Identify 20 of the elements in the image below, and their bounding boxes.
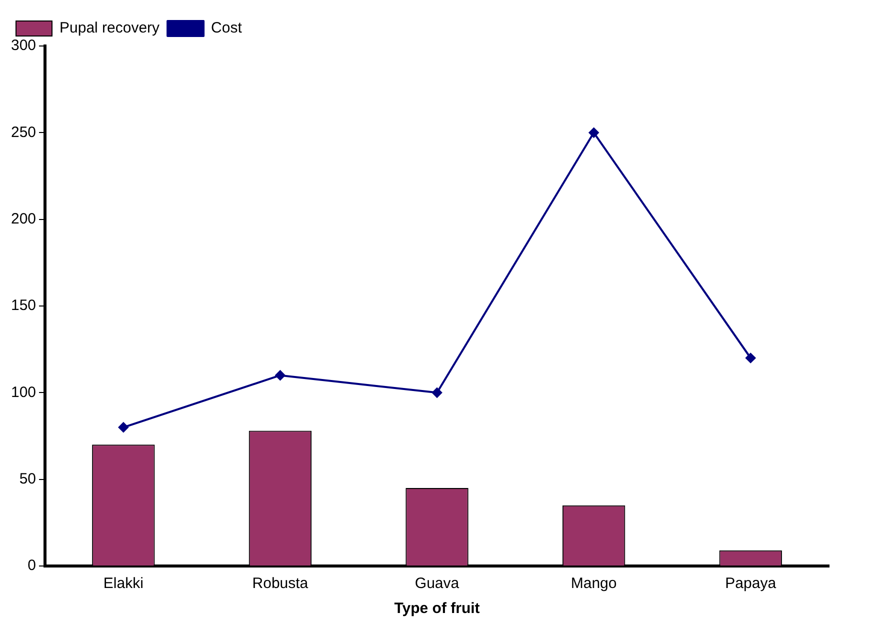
- y-tick-label: 100: [10, 384, 36, 401]
- point: [275, 370, 286, 380]
- x-axis-title: Type of fruit: [394, 600, 480, 618]
- point: [746, 353, 756, 363]
- x-tick-label: Elakki: [103, 575, 144, 592]
- y-tick-label: 300: [10, 37, 36, 54]
- x-tick-label: Guava: [414, 575, 460, 592]
- y-tick-label: 150: [10, 297, 36, 314]
- y-tick-label: 250: [10, 124, 36, 141]
- point: [588, 128, 599, 138]
- x-tick-label: Papaya: [725, 575, 777, 592]
- point: [432, 388, 442, 398]
- point: [118, 422, 128, 432]
- y-tick-label: 0: [28, 557, 36, 574]
- legend-label: Cost: [211, 20, 243, 37]
- x-tick-label: Mango: [570, 575, 617, 592]
- y-tick-label: 50: [19, 470, 36, 488]
- legend-label: Pupal recovery: [60, 20, 160, 37]
- y-tick-label: 200: [10, 210, 36, 228]
- x-tick-label: Robusta: [252, 575, 309, 592]
